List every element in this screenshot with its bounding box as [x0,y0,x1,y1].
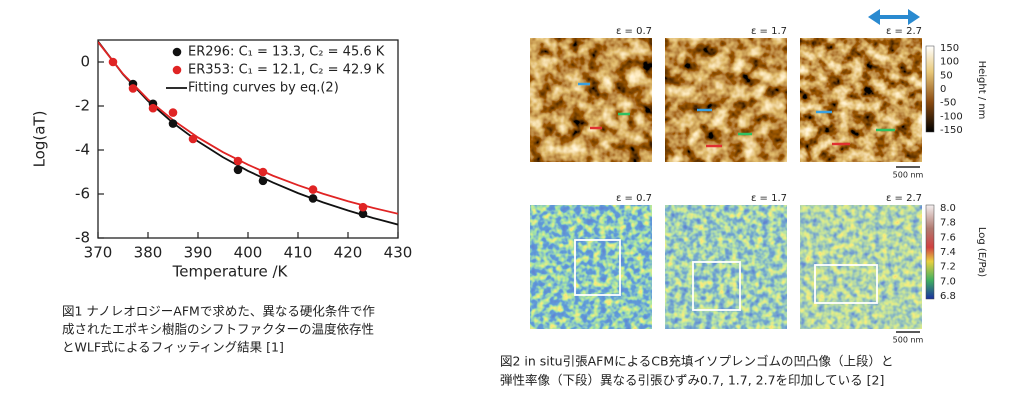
scale-bar-label: 500 nm [893,171,924,180]
fit-curve [98,41,398,215]
caption-line: 弾性率像（下段）異なる引張ひずみ0.7, 1.7, 2.7を印加している [2] [500,373,884,388]
legend-marker [172,65,182,75]
colorbar-tick-label: 150 [940,43,959,54]
x-axis-label: Temperature /K [172,263,289,281]
x-tick-label: 430 [384,244,413,262]
data-point [308,185,318,194]
colorbar-tick-label: 8.0 [940,203,956,214]
data-point [168,119,178,128]
legend-label: ER296: C₁ = 13.3, C₂ = 45.6 K [188,45,385,60]
x-tick-label: 390 [184,244,213,262]
y-tick-label: 0 [80,53,90,71]
colorbar-tick-label: 0 [940,84,946,95]
data-point [108,57,118,67]
afm-modulus-image [530,205,652,329]
fit-curve [98,40,398,226]
scale-bar-label: 500 nm [893,336,924,345]
strain-arrow [868,9,920,25]
data-point [308,194,318,203]
colorbar-tick-label: 100 [940,57,959,68]
afm-height-image [800,38,922,162]
region-box [692,261,741,311]
legend-label: ER353: C₁ = 12.1, C₂ = 42.9 K [188,63,385,78]
legend-marker [172,47,182,57]
afm-height-image [665,38,787,162]
y-tick-label: -2 [75,97,90,115]
caption-line: 成されたエポキシ樹脂のシフトファクターの温度依存性 [62,322,374,337]
colorbar-label: Height / nm [976,61,987,120]
colorbar-tick-label: 50 [940,70,953,81]
y-tick-label: -4 [75,141,90,159]
colorbar-label: Log (E/Pa) [976,227,987,277]
panel-label: ε = 0.7 [616,26,652,37]
legend-label: Fitting curves by eq.(2) [188,81,339,96]
panel-label: ε = 2.7 [886,193,922,204]
colorbar [925,45,935,133]
data-point [258,167,268,177]
colorbar [925,204,935,300]
x-tick-label: 420 [334,244,363,262]
x-tick-label: 400 [234,244,263,262]
data-point [168,108,178,117]
panel-label: ε = 2.7 [886,26,922,37]
data-point [128,84,138,93]
data-point [188,134,198,144]
colorbar-tick-label: 7.0 [940,276,956,287]
colorbar-tick-label: -100 [940,111,963,122]
colorbar-tick-label: 7.2 [940,262,956,273]
x-tick-label: 380 [134,244,163,262]
panel-label: ε = 0.7 [616,193,652,204]
region-box [574,239,621,296]
caption-line: 図1 ナノレオロジーAFMで求めた、異なる硬化条件で作 [62,304,375,319]
colorbar-tick-label: 7.8 [940,218,956,229]
data-point [233,165,243,175]
colorbar-tick-label: -150 [940,125,963,136]
y-tick-label: -6 [75,185,90,203]
y-axis-label: Log(aT) [31,111,49,168]
afm-height-image [530,38,652,162]
panel-label: ε = 1.7 [751,193,787,204]
colorbar-tick-label: -50 [940,98,956,109]
region-box [814,264,878,304]
x-tick-label: 410 [284,244,313,262]
colorbar-tick-label: 6.8 [940,291,956,302]
panel-label: ε = 1.7 [751,26,787,37]
colorbar-tick-label: 7.4 [940,247,956,258]
afm-modulus-image [800,205,922,329]
caption-line: 図2 in situ引張AFMによるCB充填イソプレンゴムの凹凸像（上段）と [500,354,894,369]
caption-line: とWLF式によるフィッティング結果 [1] [62,340,284,355]
data-point [258,176,268,186]
data-point [358,202,368,212]
data-point [358,209,368,219]
data-point [233,156,243,166]
data-point [148,103,158,113]
colorbar-tick-label: 7.6 [940,232,956,243]
afm-modulus-image [665,205,787,329]
x-tick-label: 370 [84,244,113,262]
y-tick-label: -8 [75,229,90,247]
